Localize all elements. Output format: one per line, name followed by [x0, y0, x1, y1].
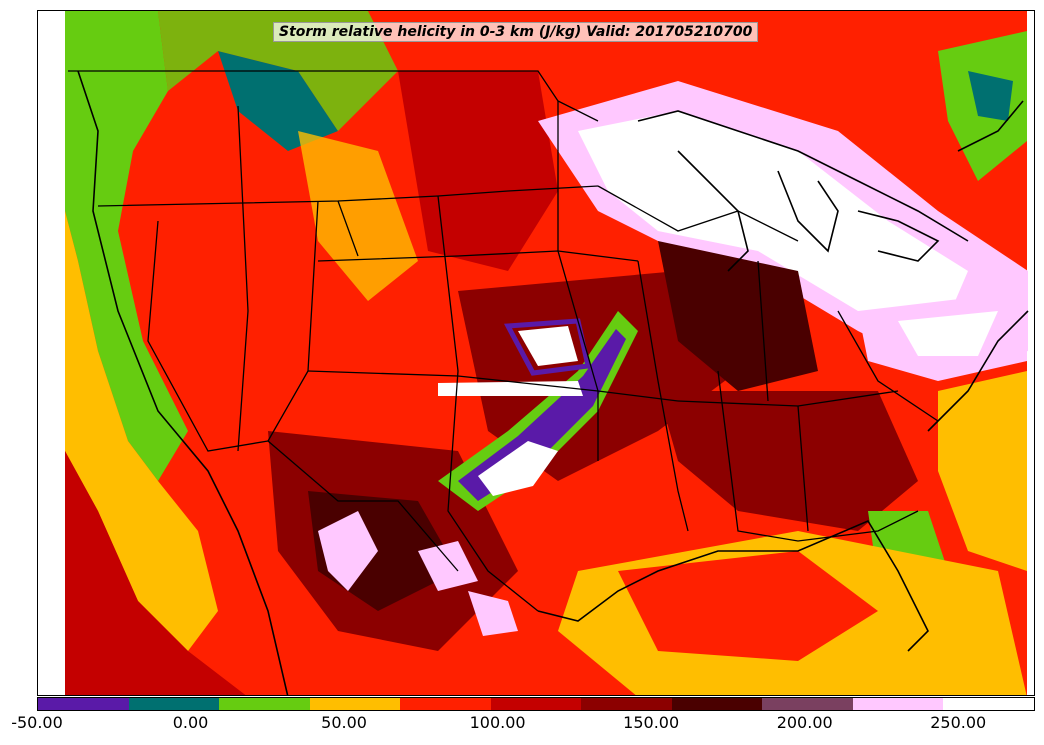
colorbar-segment: [762, 698, 853, 710]
colorbar-ticks: -50.00 0.00 50.00 100.00 150.00 200.00 250.00: [0, 713, 1044, 739]
pacific-red-area: [65, 451, 246, 695]
plains-darkred: [398, 71, 558, 271]
atlantic-yellow: [938, 371, 1027, 571]
gulf-red: [618, 551, 878, 661]
kansas-purple-ring: [503, 318, 592, 376]
map-frame: [37, 10, 1035, 696]
colorbar-segment: [490, 698, 582, 710]
jet-purple-ring: [458, 329, 626, 501]
colorbar-segment: [219, 698, 310, 710]
great-lakes-core: [578, 111, 968, 341]
colorbar-segment: [38, 698, 129, 710]
northeast-teal: [968, 71, 1013, 121]
colorbar-tick-label: 150.00: [623, 713, 680, 732]
colorbar-tick-label: 100.00: [469, 713, 526, 732]
colorbar-tick-label: 50.00: [321, 713, 367, 732]
mexico-pink-patches: [318, 511, 518, 636]
kansas-white-core: [518, 326, 578, 366]
political-boundaries: [68, 70, 939, 612]
colorbar-tick-label: 250.00: [930, 713, 987, 732]
oklahoma-white-band: [438, 381, 583, 396]
helicity-map: [65, 11, 1029, 695]
colorbar-segment: [309, 698, 401, 710]
midwest-maroon: [658, 241, 818, 391]
colorbar-segment: [400, 698, 491, 710]
colorbar-segment: [128, 698, 220, 710]
colorbar-tick-label: 0.00: [172, 713, 209, 732]
west-yellow-band: [65, 211, 218, 651]
colorbar-segment: [852, 698, 944, 710]
colorbar-tick-label: -50.00: [11, 713, 63, 732]
southeast-darkred: [658, 391, 918, 531]
colorbar-segment: [581, 698, 672, 710]
colorbar-segment: [671, 698, 763, 710]
jet-white-core: [478, 441, 558, 496]
colorbar: [37, 697, 1035, 711]
northwest-teal-patch: [218, 51, 338, 151]
map-title: Storm relative helicity in 0-3 km (J/kg)…: [273, 22, 759, 42]
west-coast-low-helicity: [65, 11, 188, 481]
colorbar-segment: [943, 698, 1035, 710]
colorbar-tick-label: 200.00: [776, 713, 833, 732]
coastlines: [77, 70, 1029, 695]
southeast-white: [898, 311, 998, 356]
